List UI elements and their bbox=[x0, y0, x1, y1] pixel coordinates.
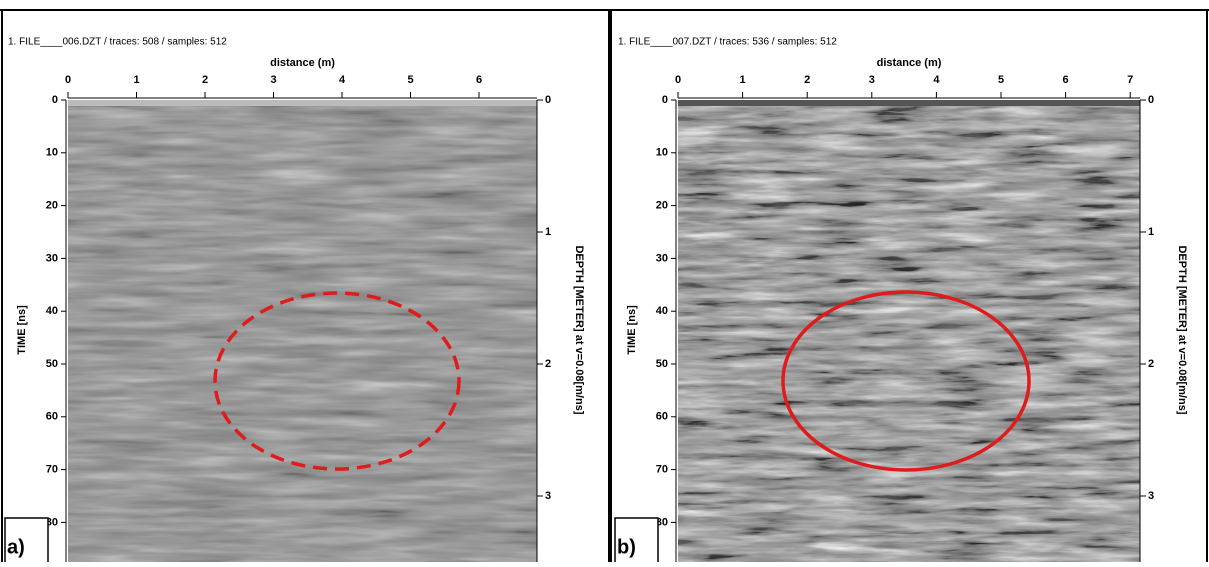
y-tick-label: 80 bbox=[656, 516, 668, 528]
surface-band bbox=[68, 100, 537, 106]
y-tick-label: 60 bbox=[656, 411, 668, 423]
x-tick-label: 1 bbox=[133, 74, 139, 86]
x-axis-title: distance (m) bbox=[270, 57, 335, 69]
highlight-ellipse bbox=[213, 291, 461, 471]
panel-label: a) bbox=[7, 536, 25, 558]
x-tick-label: 0 bbox=[65, 74, 71, 86]
x-tick-label: 6 bbox=[476, 74, 482, 86]
depth-axis-title: DEPTH [METER] at v=0.08[m/ns] bbox=[573, 245, 585, 414]
depth-tick-label: 2 bbox=[545, 358, 551, 370]
highlight-ellipse bbox=[781, 290, 1031, 472]
x-tick-label: 4 bbox=[339, 74, 346, 86]
y-tick-label: 40 bbox=[46, 305, 58, 317]
y-tick-label: 10 bbox=[46, 147, 58, 159]
depth-tick-label: 0 bbox=[545, 94, 551, 106]
y-tick-label: 70 bbox=[46, 464, 58, 476]
x-tick-label: 3 bbox=[270, 74, 276, 86]
header: 1. FILE____007.DZT / traces: 536 / sampl… bbox=[618, 37, 837, 48]
depth-tick-label: 1 bbox=[545, 226, 551, 238]
radargram bbox=[678, 100, 1140, 562]
panel-label-box bbox=[614, 517, 659, 565]
y-tick-label: 70 bbox=[656, 464, 668, 476]
x-tick-label: 6 bbox=[1063, 74, 1069, 86]
y-tick-label: 80 bbox=[46, 516, 58, 528]
surface-band bbox=[678, 100, 1140, 106]
depth-tick-label: 0 bbox=[1148, 94, 1154, 106]
x-tick-label: 7 bbox=[1127, 74, 1133, 86]
panel-label: b) bbox=[617, 536, 636, 558]
depth-tick-label: 2 bbox=[1148, 358, 1154, 370]
depth-tick-label: 3 bbox=[1148, 490, 1154, 502]
x-tick-label: 2 bbox=[804, 74, 810, 86]
x-axis-title: distance (m) bbox=[877, 57, 942, 69]
y-tick-label: 50 bbox=[656, 358, 668, 370]
x-tick-label: 2 bbox=[202, 74, 208, 86]
y-tick-label: 0 bbox=[662, 94, 668, 106]
y-axis-title: TIME [ns] bbox=[626, 305, 638, 355]
x-tick-label: 0 bbox=[675, 74, 681, 86]
panel-label-box bbox=[4, 517, 49, 565]
y-tick-label: 30 bbox=[46, 252, 58, 264]
radargram bbox=[68, 100, 537, 562]
y-tick-label: 40 bbox=[656, 305, 668, 317]
x-tick-label: 5 bbox=[998, 74, 1004, 86]
x-tick-label: 5 bbox=[407, 74, 413, 86]
y-tick-label: 50 bbox=[46, 358, 58, 370]
y-tick-label: 20 bbox=[656, 200, 668, 212]
header: 1. FILE____006.DZT / traces: 508 / sampl… bbox=[8, 37, 227, 48]
y-tick-label: 30 bbox=[656, 252, 668, 264]
y-tick-label: 0 bbox=[52, 94, 58, 106]
y-tick-label: 10 bbox=[656, 147, 668, 159]
x-tick-label: 3 bbox=[869, 74, 875, 86]
y-tick-label: 20 bbox=[46, 200, 58, 212]
x-tick-label: 1 bbox=[740, 74, 746, 86]
y-tick-label: 60 bbox=[46, 411, 58, 423]
depth-tick-label: 1 bbox=[1148, 226, 1154, 238]
x-tick-label: 4 bbox=[933, 74, 940, 86]
y-axis-title: TIME [ns] bbox=[16, 305, 28, 355]
depth-axis-title: DEPTH [METER] at v=0.08[m/ns] bbox=[1176, 245, 1188, 414]
depth-tick-label: 3 bbox=[545, 490, 551, 502]
